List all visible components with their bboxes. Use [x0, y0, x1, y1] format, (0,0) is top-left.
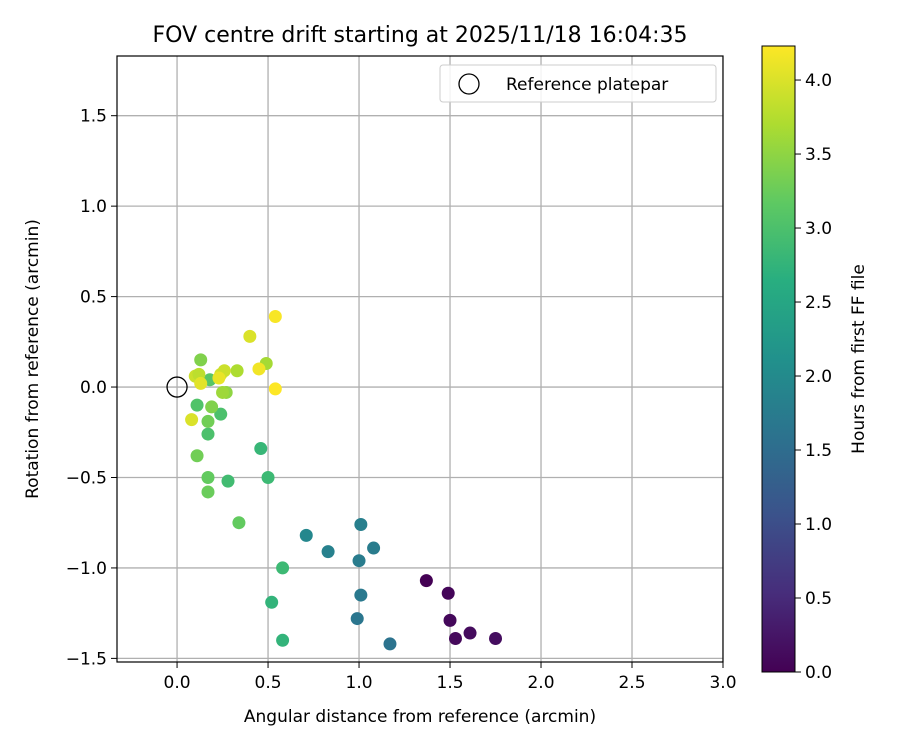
- data-point: [185, 413, 199, 427]
- data-point: [205, 400, 219, 414]
- data-point: [194, 376, 208, 390]
- y-tick-label: 0.5: [80, 288, 107, 308]
- x-tick-label: 2.0: [527, 673, 554, 693]
- x-tick-label: 2.5: [618, 673, 645, 693]
- data-point: [419, 574, 433, 588]
- y-tick-label: 1.0: [80, 197, 107, 217]
- x-tick-label: 1.0: [346, 673, 373, 693]
- y-axis-label: Rotation from reference (arcmin): [23, 219, 43, 499]
- colorbar-tick-label: 3.0: [805, 219, 832, 239]
- y-axis-ticks: −1.5 −1.0 −0.5 0.0 0.5 1.0 1.5: [66, 107, 117, 669]
- reference-platepar-marker: [166, 376, 188, 398]
- colorbar-tick-label: 1.5: [805, 441, 832, 461]
- data-point: [243, 329, 257, 343]
- colorbar-tick-label: 1.0: [805, 515, 832, 535]
- data-point: [194, 353, 208, 367]
- data-point: [383, 637, 397, 651]
- y-tick-label: −1.0: [66, 559, 107, 579]
- data-point: [352, 554, 366, 568]
- data-point: [299, 528, 313, 542]
- x-tick-label: 1.5: [437, 673, 464, 693]
- chart-title: FOV centre drift starting at 2025/11/18 …: [153, 23, 688, 48]
- data-point: [254, 442, 268, 456]
- data-point: [276, 561, 290, 575]
- colorbar: 0.0 0.5 1.0 1.5 2.0 2.5 3.0 3.5 4.0 Hours from f…: [761, 45, 869, 683]
- data-point: [441, 586, 455, 600]
- data-point: [463, 626, 477, 640]
- colorbar-label: Hours from first FF file: [849, 264, 869, 454]
- data-point: [201, 485, 215, 499]
- colorbar-tick-label: 0.0: [805, 663, 832, 683]
- colorbar-tick-label: 3.5: [805, 145, 832, 165]
- y-tick-label: 1.5: [80, 107, 107, 127]
- data-point: [252, 362, 266, 376]
- scatter-points: [166, 309, 503, 651]
- data-point: [276, 633, 290, 647]
- data-point: [354, 518, 368, 532]
- x-tick-label: 0.0: [164, 673, 191, 693]
- data-point: [489, 631, 503, 645]
- colorbar-ticks: 0.0 0.5 1.0 1.5 2.0 2.5 3.0 3.5 4.0: [795, 71, 832, 683]
- data-point: [367, 541, 381, 555]
- data-point: [443, 613, 457, 627]
- legend-label-reference: Reference platepar: [506, 75, 668, 95]
- x-tick-label: 0.5: [255, 673, 282, 693]
- data-point: [190, 398, 204, 412]
- data-point: [354, 588, 368, 602]
- data-point: [201, 470, 215, 484]
- data-point: [232, 516, 246, 530]
- data-point: [230, 364, 244, 378]
- x-axis-label: Angular distance from reference (arcmin): [244, 707, 596, 727]
- data-point: [221, 474, 235, 488]
- y-tick-label: 0.0: [80, 378, 107, 398]
- data-point: [268, 382, 282, 396]
- legend-marker-reference: [458, 73, 480, 95]
- data-point: [190, 449, 204, 463]
- colorbar-tick-label: 2.0: [805, 367, 832, 387]
- y-tick-label: −1.5: [66, 649, 107, 669]
- data-point: [212, 371, 226, 385]
- legend-box: [439, 64, 717, 103]
- data-point: [201, 427, 215, 441]
- grid-lines: [117, 56, 723, 662]
- data-point: [321, 545, 335, 559]
- data-point: [201, 414, 215, 428]
- data-point: [214, 407, 228, 421]
- colorbar-frame: [761, 45, 796, 673]
- colorbar-gradient: [762, 46, 795, 672]
- data-point: [261, 470, 275, 484]
- colorbar-tick-label: 2.5: [805, 293, 832, 313]
- data-point: [448, 631, 462, 645]
- plot-frame: [116, 55, 724, 663]
- y-tick-label: −0.5: [66, 468, 107, 488]
- data-point: [265, 595, 279, 609]
- legend: Reference platepar: [439, 64, 717, 103]
- colorbar-tick-label: 0.5: [805, 589, 832, 609]
- data-point: [350, 612, 364, 626]
- colorbar-tick-label: 4.0: [805, 71, 832, 91]
- data-point: [268, 309, 282, 323]
- x-axis-ticks: 0.0 0.5 1.0 1.5 2.0 2.5 3.0: [164, 662, 737, 693]
- data-point: [216, 385, 230, 399]
- x-tick-label: 3.0: [709, 673, 736, 693]
